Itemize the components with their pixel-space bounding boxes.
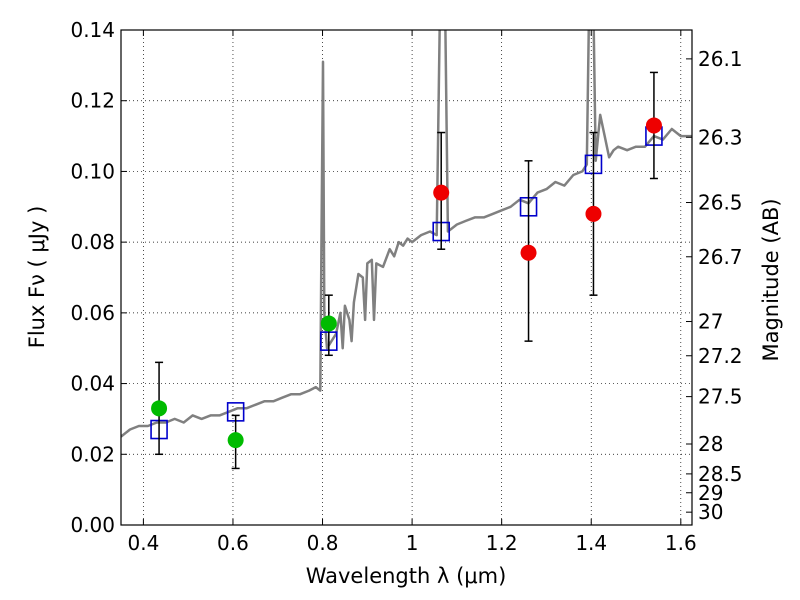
y-tick-label: 0.10	[70, 159, 115, 183]
grid-lines	[121, 29, 692, 526]
x-tick-label: 1.2	[486, 531, 518, 555]
y-tick-label: 0.08	[70, 230, 115, 254]
mag-tick-label: 30	[698, 500, 723, 524]
mag-tick-label: 28	[698, 432, 723, 456]
observed-red-point	[645, 117, 662, 134]
x-tick-label: 1	[406, 531, 419, 555]
y-axis-right-label: Magnitude (AB)	[759, 198, 783, 361]
mag-tick-label: 26.3	[698, 125, 743, 149]
x-tick-label: 0.4	[127, 531, 159, 555]
observed-red-point	[520, 244, 537, 261]
mag-tick-label: 27.2	[698, 344, 743, 368]
y-tick-label: 0.02	[70, 442, 115, 466]
y-tick-label: 0.14	[70, 18, 115, 42]
mag-tick-label: 26.1	[698, 47, 743, 71]
x-tick-label: 0.6	[217, 531, 249, 555]
mag-tick-label: 26.5	[698, 191, 743, 215]
sed-model-line	[121, 30, 692, 438]
mag-tick-label: 26.7	[698, 245, 743, 269]
axes: 0.4 0.6 0.8 1 1.2 1.4 1.6 0.00 0.02 0.04 0.06 0.08 0…	[70, 18, 742, 555]
y-tick-label: 0.06	[70, 301, 115, 325]
observed-green-point	[227, 432, 244, 449]
plot-frame	[120, 29, 693, 526]
x-axis-label: Wavelength λ (μm)	[306, 564, 507, 588]
y-axis-label: Flux Fν ( μJy )	[25, 206, 49, 349]
observed-green-point	[320, 315, 337, 332]
mag-tick-label: 28.5	[698, 462, 743, 486]
mag-tick-label: 27	[698, 310, 723, 334]
x-tick-label: 1.4	[575, 531, 607, 555]
mag-tick-label: 29	[698, 481, 723, 505]
observed-green-point	[151, 400, 168, 417]
plot-area	[121, 30, 692, 470]
y-tick-label: 0.00	[70, 513, 115, 537]
observed-red-point	[585, 205, 602, 222]
y-tick-label: 0.04	[70, 372, 115, 396]
mag-tick-label: 27.5	[698, 385, 743, 409]
y-tick-label: 0.12	[70, 89, 115, 113]
observed-red-point	[433, 184, 450, 201]
x-tick-label: 1.6	[665, 531, 697, 555]
x-tick-label: 0.8	[307, 531, 339, 555]
